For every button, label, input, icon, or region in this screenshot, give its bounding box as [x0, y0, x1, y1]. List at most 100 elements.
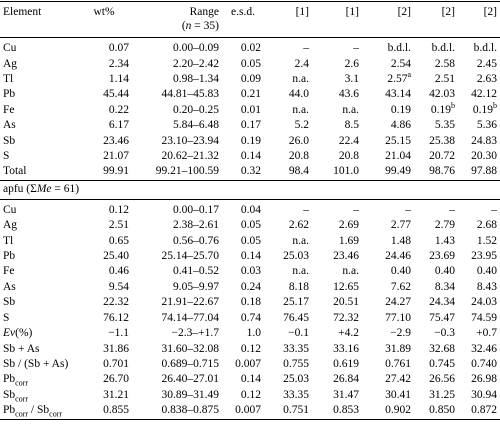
- header-cell: [2]: [458, 2, 500, 38]
- header-cell: [1]: [312, 2, 362, 38]
- cell-text: 1.14: [108, 72, 129, 85]
- cell-text: Ag: [3, 219, 18, 232]
- table-cell: Tl: [0, 234, 76, 249]
- cell-text: 0.05: [240, 234, 261, 247]
- cell-text: 0.689–0.715: [161, 357, 220, 370]
- table-cell: −1.1: [76, 326, 132, 341]
- table-cell: 32.46: [458, 342, 500, 357]
- cell-text: 0.05: [240, 219, 261, 232]
- cell-text: 32.46: [471, 342, 497, 355]
- table-cell: 0.19: [222, 134, 264, 149]
- cell-text: b.d.l.: [387, 42, 411, 55]
- cell-text: 9.05–9.97: [173, 280, 219, 293]
- table-cell: 1.48: [362, 234, 414, 249]
- cell-text: 0.00–0.09: [173, 42, 219, 55]
- table-cell: 25.03: [264, 249, 312, 264]
- italic-text: n: [185, 20, 192, 32]
- table-cell: Pbcorr: [0, 372, 76, 387]
- table-cell: 0.05: [222, 218, 264, 233]
- cell-text: 44.0: [288, 88, 309, 101]
- table-row: Sbcorr 31.21 30.89–31.49 0.12 33.35 31.47 30.4…: [0, 388, 500, 403]
- table-cell: 25.17: [264, 295, 312, 310]
- table-row: Ag 2.51 2.38–2.61 0.05 2.62 2.69 2.77 2.79 2.68: [0, 218, 500, 233]
- table-cell: 8.43: [458, 280, 500, 295]
- table-cell: Sb: [0, 295, 76, 310]
- table-row: Sb / (Sb + As) 0.701 0.689–0.715 0.007 0.755…: [0, 357, 500, 372]
- table-cell: 43.14: [362, 87, 414, 102]
- table-cell: 77.10: [362, 311, 414, 326]
- cell-text: 0.09: [240, 72, 261, 85]
- cell-text: −1.1: [108, 327, 129, 340]
- cell-text: 0.19: [472, 103, 493, 116]
- cell-text: 8.34: [434, 280, 455, 293]
- table-cell: 2.58: [414, 57, 458, 72]
- table-cell: 31.47: [312, 388, 362, 403]
- cell-text: 0.40: [390, 265, 411, 278]
- cell-text: 2.38–2.61: [173, 219, 219, 232]
- table-cell: 25.14–25.70: [132, 249, 222, 264]
- cell-text: 26.98: [471, 373, 497, 386]
- table-cell: 0.902: [362, 403, 414, 419]
- table-cell: 33.16: [312, 342, 362, 357]
- cell-text: 4.86: [390, 119, 411, 132]
- table-cell: 26.70: [76, 372, 132, 387]
- cell-text: = 35): [191, 20, 219, 32]
- cell-text: –: [303, 203, 309, 216]
- cell-text: Sb: [3, 134, 16, 147]
- table-cell: 31.89: [362, 342, 414, 357]
- table-cell: 0.32: [222, 164, 264, 180]
- cell-text: e.s.d.: [231, 6, 255, 18]
- table-cell: 76.45: [264, 311, 312, 326]
- table-cell: Pb: [0, 249, 76, 264]
- table-cell: Sb / (Sb + As): [0, 357, 76, 372]
- table-cell: 0.007: [222, 403, 264, 419]
- cell-text: 2.79: [434, 219, 455, 232]
- cell-text: 0.19: [240, 134, 261, 147]
- cell-text: 21.04: [385, 149, 411, 162]
- table-row: As 9.54 9.05–9.97 0.24 8.18 12.65 7.62 8.34 8.43: [0, 280, 500, 295]
- table-cell: 0.98–1.34: [132, 72, 222, 87]
- table-cell: 21.91–22.67: [132, 295, 222, 310]
- table-cell: Fe: [0, 103, 76, 118]
- cell-text: 0.20–0.25: [173, 103, 219, 116]
- table-cell: −0.1: [264, 326, 312, 341]
- table-cell: 2.51: [76, 218, 132, 233]
- table-cell: 74.14–77.04: [132, 311, 222, 326]
- table-row: Pbcorr / Sbcorr 0.855 0.838–0.875 0.007 0.75…: [0, 403, 500, 420]
- table-row: Fe 0.22 0.20–0.25 0.01 n.a. n.a. 0.19 0.19b 0.19…: [0, 101, 500, 118]
- cell-text: 12.65: [333, 280, 359, 293]
- cell-text: 24.46: [385, 250, 411, 263]
- table-cell: Pb: [0, 87, 76, 102]
- cell-text: 0.18: [240, 296, 261, 309]
- table-cell: 2.34: [76, 57, 132, 72]
- table-cell: 9.54: [76, 280, 132, 295]
- table-cell: 2.77: [362, 218, 414, 233]
- cell-text: Fe: [3, 103, 15, 116]
- cell-text: Fe: [3, 265, 15, 278]
- table-row: Sb 23.46 23.10–23.94 0.19 26.0 22.4 25.15 25.38…: [0, 134, 500, 149]
- cell-text: 20.62–21.32: [161, 149, 220, 162]
- cell-text: 0.761: [385, 357, 411, 370]
- cell-text: 20.8: [288, 149, 309, 162]
- cell-text: 2.63: [476, 72, 497, 85]
- cell-text: 42.12: [471, 88, 497, 101]
- cell-text: 23.10–23.94: [161, 134, 220, 147]
- cell-text: −0.1: [288, 327, 309, 340]
- cell-text: Total: [3, 165, 27, 178]
- cell-text: 101.0: [333, 165, 359, 178]
- cell-text: 99.49: [385, 165, 411, 178]
- table-cell: 2.68: [458, 218, 500, 233]
- table-cell: 0.04: [222, 199, 264, 218]
- cell-text: 0.853: [333, 404, 359, 417]
- table-cell: Ag: [0, 218, 76, 233]
- table-cell: 6.17: [76, 118, 132, 133]
- cell-text: 0.46: [108, 265, 129, 278]
- cell-text: 0.007: [235, 357, 261, 370]
- table-cell: −2.9: [362, 326, 414, 341]
- table-cell: 26.0: [264, 134, 312, 149]
- table-cell: 0.761: [362, 357, 414, 372]
- cell-text: 0.12: [108, 203, 129, 216]
- table-cell: 42.03: [414, 87, 458, 102]
- table-cell: 24.83: [458, 134, 500, 149]
- cell-text: 0.855: [103, 404, 129, 417]
